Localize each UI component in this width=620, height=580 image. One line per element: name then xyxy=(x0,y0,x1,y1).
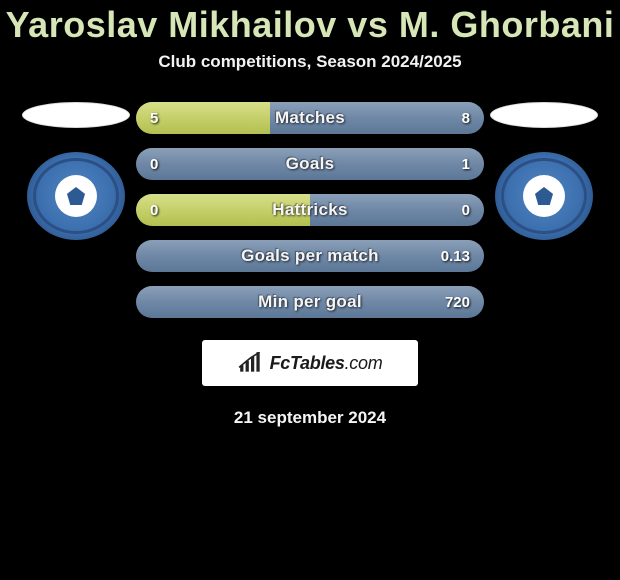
stat-bar-right xyxy=(310,194,484,226)
stat-row: Min per goal720 xyxy=(136,286,484,318)
stat-value-right: 720 xyxy=(445,286,470,318)
club-logo-ball-icon xyxy=(55,175,97,217)
comparison-body: Matches58Goals01Hattricks00Goals per mat… xyxy=(0,102,620,318)
comparison-card: Yaroslav Mikhailov vs M. Ghorbani Club c… xyxy=(0,0,620,428)
stat-bar-right xyxy=(136,286,484,318)
club-logo-ball-icon xyxy=(523,175,565,217)
stat-bar-right xyxy=(270,102,484,134)
club-logo-right xyxy=(495,152,593,240)
country-flag-right xyxy=(490,102,598,128)
stat-row: Matches58 xyxy=(136,102,484,134)
stat-value-right: 8 xyxy=(462,102,470,134)
brand-badge: FcTables.com xyxy=(202,340,418,386)
stat-bars: Matches58Goals01Hattricks00Goals per mat… xyxy=(136,102,484,318)
country-flag-left xyxy=(22,102,130,128)
stat-value-left: 5 xyxy=(150,102,158,134)
brand-name: FcTables xyxy=(270,353,345,373)
brand-domain: .com xyxy=(345,353,383,373)
stat-value-left: 0 xyxy=(150,148,158,180)
stat-bar-left xyxy=(136,194,310,226)
stat-value-right: 1 xyxy=(462,148,470,180)
page-title: Yaroslav Mikhailov vs M. Ghorbani xyxy=(0,4,620,46)
brand-text: FcTables.com xyxy=(270,353,383,374)
date-label: 21 september 2024 xyxy=(0,408,620,428)
stat-row: Goals per match0.13 xyxy=(136,240,484,272)
club-logo-left xyxy=(27,152,125,240)
stat-value-left: 0 xyxy=(150,194,158,226)
stat-value-right: 0.13 xyxy=(441,240,470,272)
subtitle: Club competitions, Season 2024/2025 xyxy=(0,52,620,72)
player-left-column xyxy=(16,102,136,240)
bar-chart-icon xyxy=(238,352,264,374)
stat-value-right: 0 xyxy=(462,194,470,226)
stat-row: Hattricks00 xyxy=(136,194,484,226)
stat-bar-right xyxy=(136,240,484,272)
player-right-column xyxy=(484,102,604,240)
stat-row: Goals01 xyxy=(136,148,484,180)
stat-bar-right xyxy=(136,148,484,180)
